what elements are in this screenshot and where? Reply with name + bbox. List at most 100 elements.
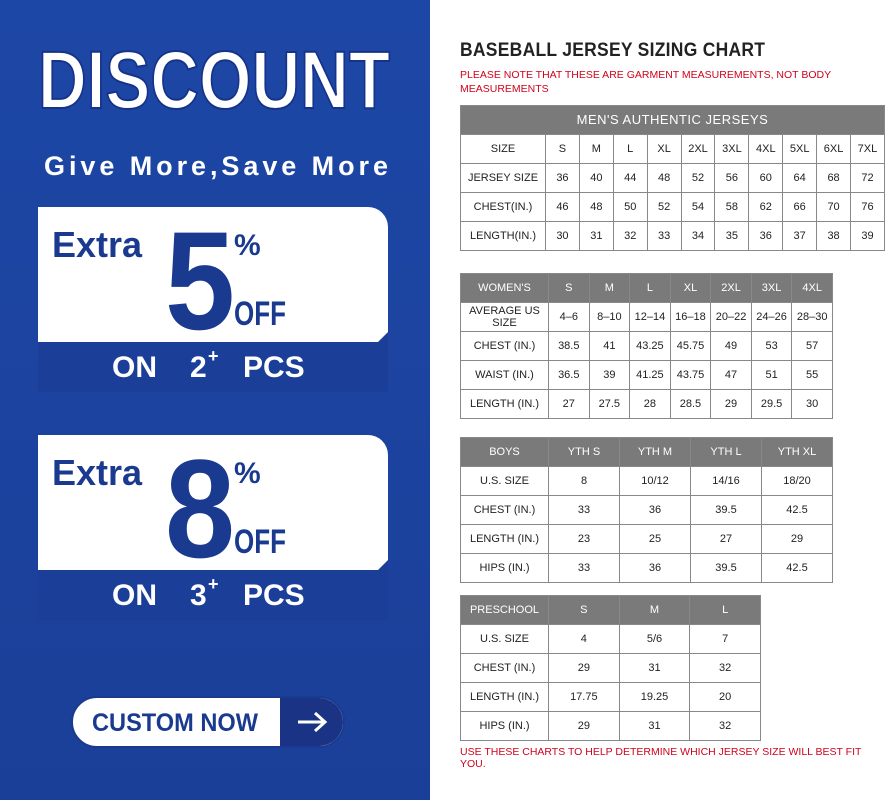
- tagline: Give More,Save More: [44, 151, 388, 181]
- row-label: CHEST(IN.): [460, 192, 546, 222]
- header-cell: YTH L: [690, 437, 762, 467]
- note: PLEASE NOTE THAT THESE ARE GARMENT MEASU…: [460, 69, 831, 95]
- row-label: AVERAGE US SIZE: [460, 302, 549, 332]
- cell: 25: [619, 524, 691, 554]
- cell: 29.5: [750, 389, 793, 419]
- headline: DISCOUNT: [38, 35, 390, 126]
- offer-extra: Extra: [52, 452, 143, 493]
- header-cell: XL: [669, 273, 712, 303]
- cell: 29: [761, 524, 833, 554]
- offer-sup: +: [208, 574, 219, 594]
- header-cell: BOYS: [460, 437, 549, 467]
- cell: 4–6: [548, 302, 590, 332]
- header-cell: 4XL: [748, 134, 784, 164]
- cell: 39: [588, 360, 631, 390]
- cell: 70: [816, 192, 852, 222]
- cell: 52: [646, 192, 682, 222]
- header-cell: SIZE: [460, 134, 546, 164]
- row-label: LENGTH(IN.): [460, 221, 546, 251]
- cell: 14/16: [690, 466, 762, 496]
- offer-on: ON: [112, 579, 157, 612]
- cell: 31: [578, 221, 614, 251]
- cell: 35: [714, 221, 750, 251]
- header-cell: M: [588, 273, 631, 303]
- cell: 28.5: [669, 389, 712, 419]
- row: CHEST (IN.) 38.5 41 43.25 45.75 49 53 57: [460, 331, 833, 361]
- button-bg[interactable]: [71, 696, 345, 748]
- cell: 55: [791, 360, 833, 390]
- cell: 45.75: [669, 331, 712, 361]
- cell: 33: [548, 553, 620, 583]
- row-label: LENGTH (IN.): [460, 389, 549, 419]
- offer-qty: 3: [190, 579, 207, 612]
- row: CHEST (IN.) 33 36 39.5 42.5: [460, 495, 833, 525]
- cell: 33: [646, 221, 682, 251]
- header-row: BOYS YTH S YTH M YTH L YTH XL: [460, 437, 833, 467]
- cell: 42.5: [761, 553, 833, 583]
- button[interactable]: CUSTOM NOW: [71, 696, 345, 748]
- offer-band: [38, 560, 388, 620]
- cell: 4: [548, 624, 620, 654]
- header-cell: 2XL: [710, 273, 752, 303]
- cell: 62: [748, 192, 784, 222]
- header-cell: 3XL: [750, 273, 793, 303]
- offer-off: OFF: [234, 295, 286, 333]
- cell: 29: [548, 653, 620, 683]
- size-table: WOMEN'S S M L XL 2XL 3XL 4XL AVERAGE US SIZE 4–6 8…: [460, 273, 833, 419]
- cell: 5/6: [618, 624, 691, 654]
- row: AVERAGE US SIZE 4–6 8–10 12–14 16–18 20–22 24–…: [460, 302, 833, 332]
- header-row: WOMEN'S S M L XL 2XL 3XL 4XL: [460, 273, 833, 303]
- cell: 48: [578, 192, 614, 222]
- offer-sup: +: [208, 346, 219, 366]
- cell: 36: [545, 163, 580, 193]
- cell: 38.5: [548, 331, 590, 361]
- header-cell: XL: [646, 134, 682, 164]
- cell: 54: [680, 192, 716, 222]
- chart-title: BASEBALL JERSEY SIZING CHART: [460, 40, 766, 61]
- arrow[interactable]: [298, 711, 328, 733]
- row-label: LENGTH (IN.): [460, 682, 549, 712]
- cell: 31: [618, 711, 691, 741]
- offer-percent: %: [234, 457, 261, 490]
- cell: 23: [548, 524, 620, 554]
- row: CHEST (IN.) 29 31 32: [460, 653, 761, 683]
- row: LENGTH(IN.) 30 31 32 33 34 35 36 37 38 39: [460, 221, 885, 251]
- cell: 30: [791, 389, 833, 419]
- offer-on: ON: [112, 351, 157, 384]
- button-label[interactable]: CUSTOM NOW: [92, 709, 258, 737]
- cell: 31: [618, 653, 691, 683]
- cell: 20–22: [710, 302, 752, 332]
- cell: 24–26: [750, 302, 793, 332]
- offer-number: 5: [165, 202, 235, 359]
- cell: 51: [750, 360, 793, 390]
- cell: 39: [850, 221, 885, 251]
- header-cell: M: [618, 595, 691, 625]
- header-cell: YTH XL: [761, 437, 833, 467]
- cell: 36.5: [548, 360, 590, 390]
- cell: 8: [548, 466, 620, 496]
- header-cell: YTH M: [619, 437, 691, 467]
- header-cell: 7XL: [850, 134, 885, 164]
- size-table: PRESCHOOL S M L U.S. SIZE 4 5/6 7 CHEST (IN.) 29 3…: [460, 595, 761, 741]
- cell: 72: [850, 163, 885, 193]
- cell: 28: [629, 389, 671, 419]
- cell: 19.25: [618, 682, 691, 712]
- offer-pcs: PCS: [243, 351, 305, 384]
- cell: 17.75: [548, 682, 620, 712]
- cell: 37: [782, 221, 818, 251]
- header-row: PRESCHOOL S M L: [460, 595, 761, 625]
- cell: 27: [690, 524, 762, 554]
- cell: 18/20: [761, 466, 833, 496]
- cell: 41.25: [629, 360, 671, 390]
- header-cell: L: [612, 134, 648, 164]
- header-cell: 6XL: [816, 134, 852, 164]
- cell: 32: [689, 653, 761, 683]
- cell: 12–14: [629, 302, 671, 332]
- row-label: CHEST (IN.): [460, 653, 549, 683]
- cell: 16–18: [669, 302, 712, 332]
- offer-qty: 2: [190, 351, 207, 384]
- cell: 29: [710, 389, 752, 419]
- cell: 56: [714, 163, 750, 193]
- header-cell: 3XL: [714, 134, 750, 164]
